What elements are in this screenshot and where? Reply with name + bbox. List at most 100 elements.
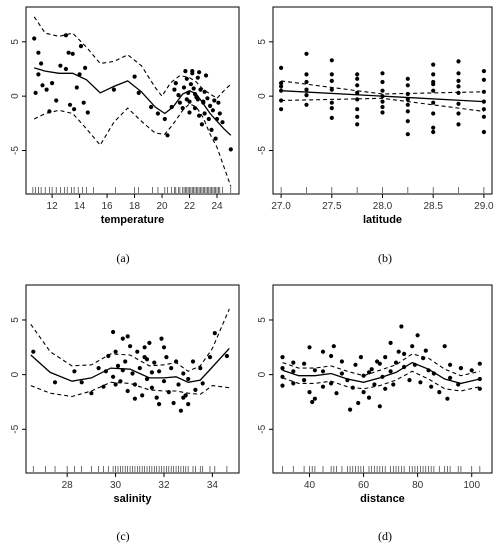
residual-point <box>380 104 385 110</box>
residual-point <box>176 93 181 98</box>
residual-point <box>89 391 94 396</box>
x-tick-label: 28 <box>62 480 74 491</box>
residual-point <box>355 90 360 95</box>
x-tick-label: 34 <box>207 480 219 491</box>
residual-point <box>356 400 361 406</box>
residual-point <box>407 378 412 383</box>
residual-point <box>162 116 167 122</box>
residual-point <box>113 382 118 387</box>
residual-point <box>380 99 385 104</box>
residual-point <box>456 71 461 76</box>
residual-point <box>280 383 285 388</box>
lower-confidence-band <box>281 97 484 112</box>
residual-point <box>202 111 207 116</box>
residual-point <box>169 104 174 110</box>
residual-point <box>213 136 218 141</box>
residual-point <box>205 96 210 101</box>
residual-point <box>181 371 186 376</box>
residual-point <box>50 81 55 86</box>
residual-point <box>377 404 382 409</box>
residual-point <box>304 79 309 85</box>
residual-point <box>329 87 334 92</box>
panel-label: (d) <box>378 529 392 543</box>
residual-point <box>79 380 84 385</box>
residual-point <box>431 100 436 105</box>
residual-point <box>279 84 284 89</box>
residual-point <box>405 109 410 114</box>
residual-point <box>331 344 336 349</box>
x-tick-label: 28.0 <box>373 201 393 212</box>
residual-point <box>173 81 178 86</box>
residual-point <box>180 106 185 111</box>
plot-frame <box>25 6 240 195</box>
plot-frame <box>25 284 240 474</box>
residual-point <box>469 368 474 373</box>
residual-point <box>329 353 334 359</box>
residual-point <box>171 400 176 406</box>
residual-point <box>195 97 200 102</box>
residual-point <box>280 374 285 379</box>
residual-point <box>458 366 463 371</box>
residual-point <box>442 344 447 349</box>
residual-point <box>380 88 385 93</box>
x-tick-label: 20 <box>156 201 168 212</box>
residual-point <box>481 77 486 82</box>
residual-point <box>47 109 52 114</box>
residual-point <box>144 357 150 362</box>
residual-point <box>312 396 317 401</box>
residual-point <box>399 324 404 329</box>
residual-point <box>111 87 116 92</box>
residual-point <box>186 90 191 95</box>
residual-point <box>74 85 79 90</box>
x-axis-title: latitude <box>363 214 402 226</box>
residual-point <box>187 110 192 115</box>
residual-point <box>130 371 135 376</box>
residual-point <box>456 84 461 89</box>
x-tick-label: 32 <box>158 480 170 491</box>
residual-point <box>320 384 326 389</box>
residual-point <box>136 90 141 95</box>
smooth-fit-line <box>30 347 230 383</box>
residual-point <box>405 83 410 88</box>
residual-point <box>477 361 482 366</box>
residual-point <box>206 116 211 122</box>
residual-point <box>320 369 326 374</box>
residual-point <box>176 382 181 387</box>
residual-point <box>355 72 360 77</box>
x-tick-label: 30 <box>110 480 122 491</box>
residual-point <box>132 396 137 401</box>
residual-point <box>115 363 121 368</box>
residual-point <box>192 91 198 97</box>
residual-point <box>339 359 344 364</box>
x-tick-label: 27.0 <box>271 201 291 212</box>
residual-point <box>412 362 417 367</box>
x-tick-label: 18 <box>129 201 141 212</box>
upper-confidence-band <box>281 80 484 95</box>
residual-point <box>348 407 353 412</box>
residual-point <box>481 114 486 119</box>
residual-point <box>329 78 334 83</box>
x-tick-label: 29.0 <box>474 201 494 212</box>
residual-point <box>279 81 284 86</box>
y-tick-label: -5 <box>257 146 268 155</box>
upper-confidence-band <box>282 353 480 377</box>
lower-confidence-band <box>30 381 230 398</box>
residual-point <box>456 122 461 127</box>
residual-point <box>36 50 41 55</box>
residual-point <box>157 369 162 374</box>
residual-point <box>355 114 360 119</box>
residual-point <box>212 98 217 103</box>
residual-point <box>83 65 88 70</box>
residual-point <box>212 331 217 336</box>
residual-point <box>142 345 147 350</box>
residual-point <box>200 381 205 386</box>
residual-point <box>388 369 393 374</box>
residual-point <box>481 129 486 135</box>
residual-point <box>203 73 209 78</box>
residual-point <box>85 110 90 115</box>
residual-point <box>377 361 382 366</box>
residual-point <box>106 353 111 359</box>
residual-point <box>355 107 360 112</box>
residual-point <box>184 76 189 81</box>
panel-3: 5 0 -5 28 30 32 34 salinity (c) <box>10 284 240 543</box>
